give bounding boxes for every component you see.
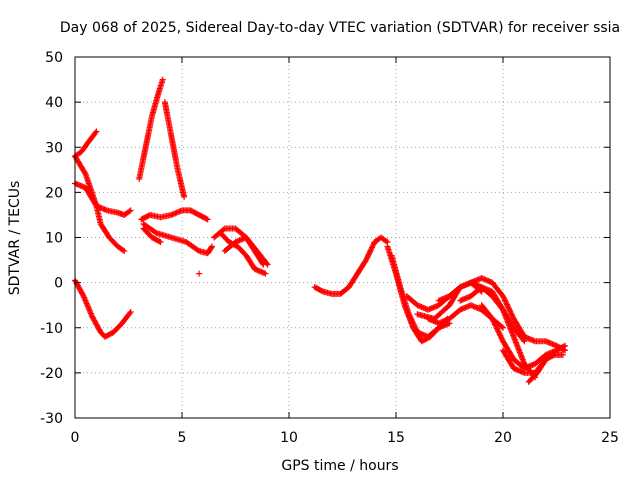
data-point xyxy=(370,241,377,248)
data-point xyxy=(204,216,211,223)
x-tick-label: 10 xyxy=(280,430,298,446)
data-point xyxy=(126,208,133,215)
data-point xyxy=(367,247,374,254)
data-point xyxy=(157,239,164,246)
series-sat-l xyxy=(217,229,269,277)
data-point xyxy=(411,322,418,329)
data-point xyxy=(119,247,126,254)
data-point xyxy=(406,312,413,319)
series-sat-e xyxy=(136,76,166,182)
data-point xyxy=(366,250,373,257)
data-point xyxy=(127,207,134,214)
data-point xyxy=(208,243,215,250)
y-tick-label: -10 xyxy=(40,321,63,337)
data-point xyxy=(126,310,133,317)
series-sat-c xyxy=(72,180,134,218)
x-tick-label: 15 xyxy=(387,430,405,446)
data-point xyxy=(562,342,569,349)
y-tick-label: 0 xyxy=(54,276,63,292)
data-point xyxy=(79,291,86,298)
data-point xyxy=(319,288,326,295)
data-point xyxy=(208,244,215,251)
data-point xyxy=(121,248,128,255)
series-sat-t xyxy=(467,275,569,354)
data-point xyxy=(363,255,370,262)
data-point xyxy=(411,323,418,330)
data-point xyxy=(499,305,506,312)
data-point xyxy=(500,324,506,331)
series-sat-h xyxy=(140,220,215,257)
data-point xyxy=(405,311,412,318)
data-point xyxy=(194,247,201,254)
series-sat-i xyxy=(140,225,164,246)
data-point xyxy=(363,257,370,264)
x-tick-label: 20 xyxy=(494,430,512,446)
data-point xyxy=(365,252,372,259)
data-point xyxy=(366,248,373,255)
series-sat-y xyxy=(425,302,506,331)
data-point xyxy=(365,251,372,258)
data-point xyxy=(81,170,88,177)
series-sat-n xyxy=(311,234,391,297)
data-point xyxy=(159,76,166,83)
series-sat-x xyxy=(525,351,566,385)
data-point xyxy=(127,308,134,315)
data-point xyxy=(203,215,210,222)
x-tick-label: 25 xyxy=(601,430,619,446)
y-tick-label: -20 xyxy=(40,366,63,382)
x-tick-labels: 0 5 10 15 20 25 xyxy=(71,430,619,446)
data-point xyxy=(263,260,270,267)
series-sat-d xyxy=(72,277,134,340)
series-sat-m xyxy=(221,234,271,268)
data-point xyxy=(413,326,420,333)
series-sat-g xyxy=(138,207,211,223)
data-point xyxy=(369,243,376,250)
data-point xyxy=(92,129,99,136)
data-point xyxy=(560,343,567,350)
data-point xyxy=(220,226,227,233)
data-point xyxy=(407,313,414,320)
chart-title: Day 068 of 2025, Sidereal Day-to-day VTE… xyxy=(60,20,620,36)
data-point xyxy=(409,319,416,326)
data-point xyxy=(559,351,566,358)
data-point xyxy=(407,315,414,322)
data-point xyxy=(498,323,505,330)
series-sat-f xyxy=(161,99,188,200)
x-axis-title: GPS time / hours xyxy=(281,458,398,474)
data-point xyxy=(550,352,557,359)
y-tick-label: 40 xyxy=(45,95,63,111)
y-tick-label: 50 xyxy=(45,50,63,66)
series-sat-p xyxy=(388,252,453,340)
gridlines xyxy=(75,57,610,418)
series-sat-b xyxy=(72,153,128,255)
y-tick-label: 10 xyxy=(45,231,63,247)
data-point xyxy=(412,325,419,332)
y-tick-label: 30 xyxy=(45,140,63,156)
y-axis-title: SDTVAR / TECUs xyxy=(7,181,23,296)
data-point xyxy=(410,320,417,327)
data-point xyxy=(368,245,375,252)
data-marks xyxy=(72,76,569,385)
data-point xyxy=(181,193,188,200)
x-tick-label: 0 xyxy=(71,430,80,446)
data-point xyxy=(152,229,159,236)
data-point xyxy=(262,270,269,277)
data-point xyxy=(408,316,415,323)
axis-ticks xyxy=(74,56,611,419)
y-tick-label: -30 xyxy=(40,411,63,427)
data-point xyxy=(409,318,416,325)
data-point xyxy=(156,238,163,245)
data-point xyxy=(93,128,100,135)
data-point xyxy=(368,244,375,251)
series-sat-j xyxy=(196,270,203,277)
data-point xyxy=(264,261,271,268)
x-tick-label: 5 xyxy=(178,430,187,446)
data-point xyxy=(364,254,371,261)
data-point xyxy=(383,238,390,245)
data-point xyxy=(196,270,203,277)
y-tick-label: 20 xyxy=(45,185,63,201)
y-tick-labels: -30 -20 -10 0 10 20 30 40 50 xyxy=(40,50,63,427)
